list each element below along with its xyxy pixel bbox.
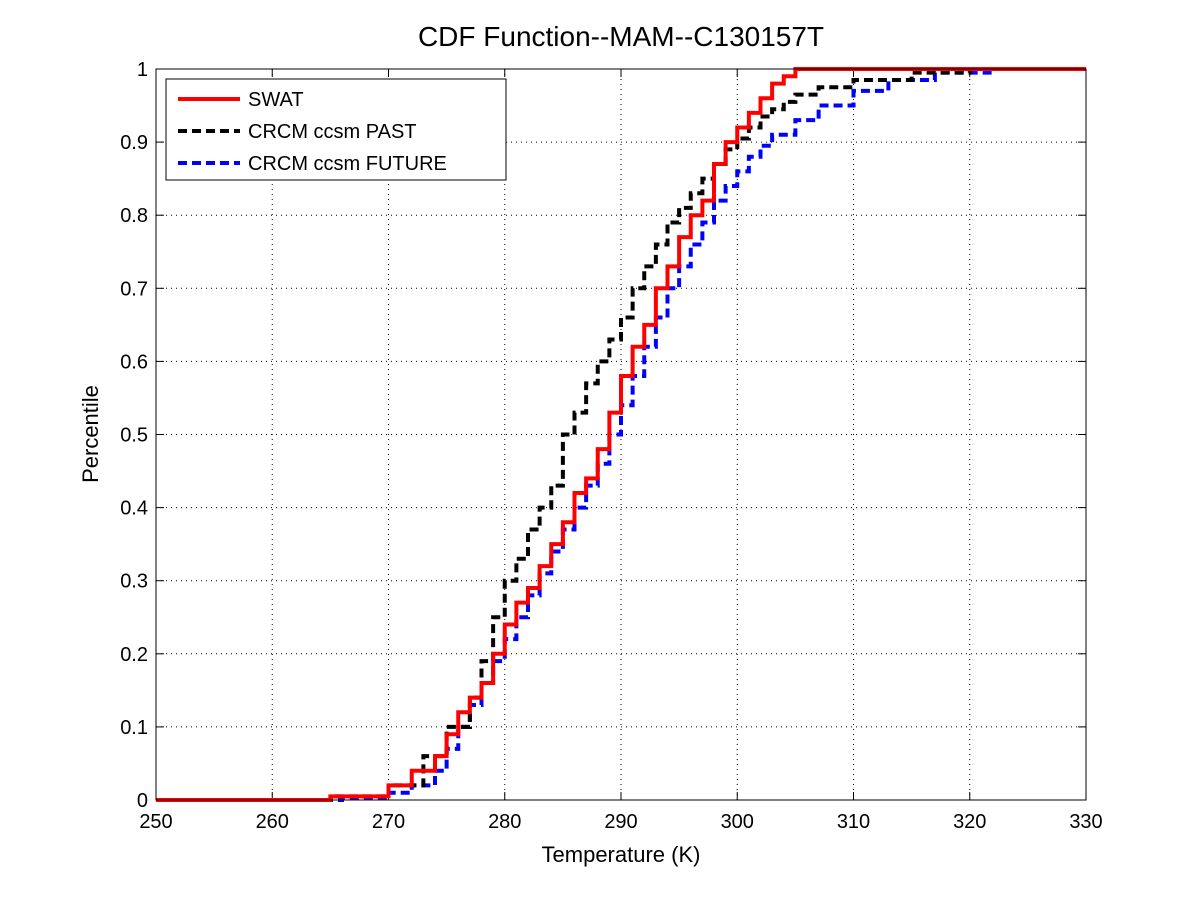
- legend-label: CRCM ccsm FUTURE: [248, 153, 447, 175]
- y-tick-label: 0: [137, 790, 148, 812]
- series-line-crcm-ccsm-past: [156, 67, 1086, 802]
- x-tick-label: 330: [1069, 811, 1102, 833]
- y-tick-label: 0.9: [120, 132, 148, 154]
- series-lines: [156, 67, 1086, 802]
- legend-label: CRCM ccsm PAST: [248, 121, 417, 143]
- y-axis-label: Percentile: [78, 385, 103, 483]
- series-line-swat: [156, 67, 1086, 802]
- y-tick-label: 0.6: [120, 351, 148, 373]
- chart-title: CDF Function--MAM--C130157T: [418, 21, 824, 52]
- y-tick-label: 1: [137, 59, 148, 81]
- x-tick-label: 290: [604, 811, 637, 833]
- y-tick-label: 0.3: [120, 571, 148, 593]
- ticks: 250 260 270 280 290 300 310 320 330 0 0.1 0.2 0.3 0.4…: [120, 59, 1103, 833]
- plot-frame: [155, 68, 1087, 801]
- legend: SWAT CRCM ccsm PAST CRCM ccsm FUTURE: [165, 78, 507, 181]
- y-tick-label: 0.1: [120, 717, 148, 739]
- x-tick-label: 320: [953, 811, 986, 833]
- legend-label: SWAT: [248, 89, 304, 111]
- x-tick-label: 260: [256, 811, 289, 833]
- y-tick-label: 0.2: [120, 644, 148, 666]
- x-tick-label: 300: [721, 811, 754, 833]
- y-tick-label: 0.4: [120, 498, 148, 520]
- y-tick-label: 0.5: [120, 425, 148, 447]
- y-tick-label: 0.8: [120, 205, 148, 227]
- y-tick-label: 0.7: [120, 278, 148, 300]
- series-line-crcm-ccsm-future: [156, 67, 1086, 802]
- x-tick-label: 310: [837, 811, 870, 833]
- x-tick-label: 250: [139, 811, 172, 833]
- x-tick-label: 280: [488, 811, 521, 833]
- x-axis-label: Temperature (K): [542, 842, 701, 867]
- x-tick-label: 270: [372, 811, 405, 833]
